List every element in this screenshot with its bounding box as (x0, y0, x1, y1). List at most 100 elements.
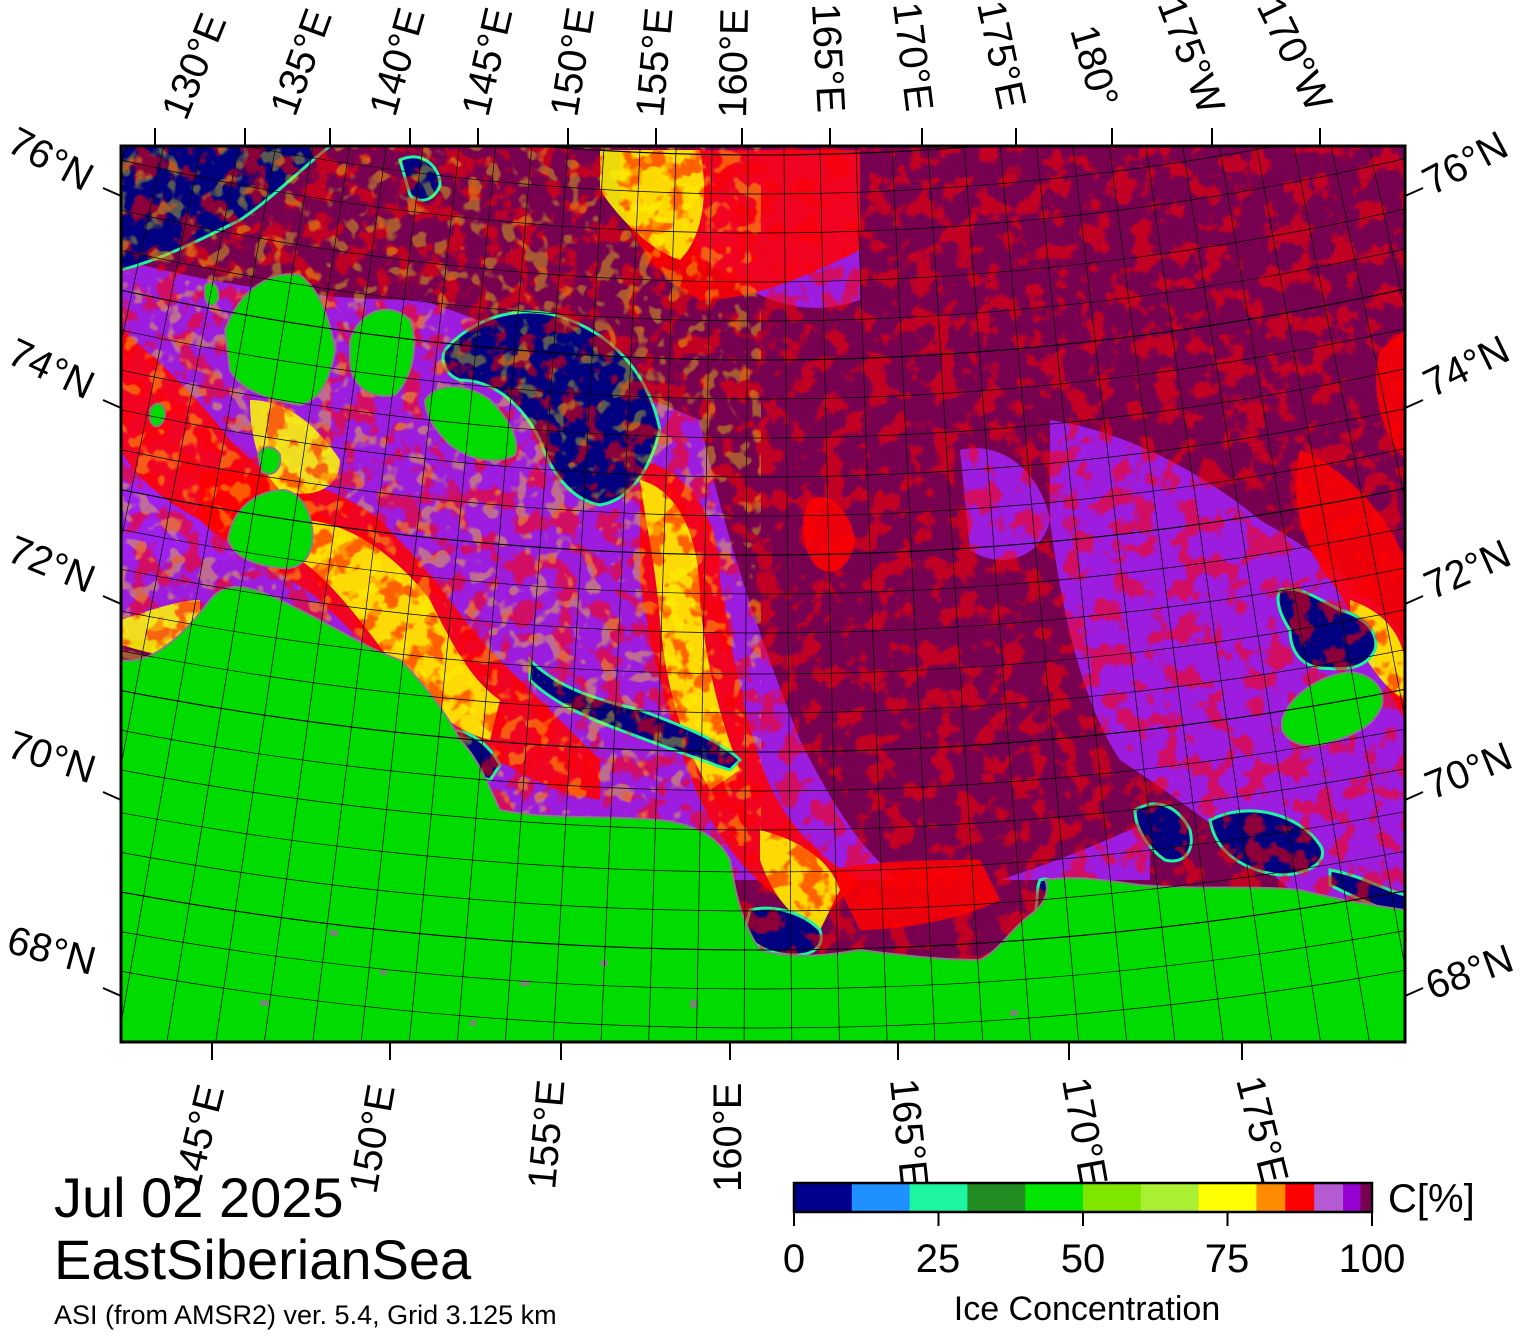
meridian-line (819, 146, 840, 1042)
lon-label-150e-bottom: 150°E (342, 1081, 404, 1196)
colorbar-swatch (1256, 1183, 1286, 1212)
meridian-line (696, 146, 713, 1042)
colorbar-swatch (967, 1183, 1026, 1212)
lon-label-180-top: 180° (1061, 20, 1126, 112)
meridian-line (1520, 0, 1527, 1034)
land-island-novaya-sibir (423, 385, 518, 462)
meridian-line (504, 146, 569, 1042)
colorbar-unit: C[%] (1388, 1177, 1475, 1221)
colorbar-swatch (1025, 1183, 1084, 1212)
land-ice-speckles (260, 930, 1018, 1026)
meridian-line (360, 146, 460, 1042)
colorbar-swatch (1285, 1183, 1315, 1212)
meridian-line (166, 146, 314, 1042)
lon-label-145e-top: 145°E (454, 4, 521, 121)
meridian-line (1182, 146, 1321, 1042)
land-island-small-1 (256, 446, 282, 475)
meridian-line (927, 146, 984, 1042)
frame-tick (1404, 187, 1424, 197)
colorbar-title: Ice Concentration (954, 1290, 1221, 1328)
lat-label-76-left: 76°N (1, 119, 101, 200)
colorbar-swatch (1343, 1183, 1361, 1212)
meridian-line (743, 146, 749, 1042)
meridian-line (121, 146, 240, 768)
meridian-line (1108, 146, 1224, 1042)
meridian-line (1293, 146, 1405, 721)
land-mainland (121, 585, 1405, 1042)
meridian-line (1219, 146, 1370, 1042)
lat-label-70-left: 70°N (2, 723, 101, 792)
lon-label-135e-top: 135°E (262, 3, 341, 121)
lon-label-160e-bottom: 160°E (706, 1083, 750, 1192)
frame-tick (1404, 399, 1424, 409)
longitude-labels-top: 130°E 135°E 140°E 145°E 150°E 155°E 160°… (154, 0, 1341, 125)
colorbar-tick-0: 0 (783, 1237, 805, 1281)
frame-tick (102, 399, 122, 409)
lat-label-72-left: 72°N (2, 528, 101, 602)
meridian-line (891, 146, 936, 1042)
lon-label-140e-top: 140°E (361, 3, 433, 120)
lon-label-160e-top: 160°E (711, 8, 757, 118)
lon-label-155e-top: 155°E (628, 6, 681, 119)
colorbar-swatch (1140, 1183, 1200, 1212)
lon-label-170w-top: 170°W (1248, 0, 1340, 118)
meridian-line (1036, 146, 1128, 1042)
colorbar-tick-50: 50 (1061, 1237, 1106, 1281)
land-wrangel-island (1281, 670, 1384, 747)
latitude-labels-left: 76°N 74°N 72°N 70°N 68°N (1, 119, 101, 984)
meridian-line (783, 146, 793, 1042)
lat-label-74-left: 74°N (1, 330, 101, 408)
colorbar-swatch (851, 1183, 911, 1212)
date-label: Jul 02 2025 (54, 1166, 344, 1229)
frame-tick (102, 187, 122, 197)
colorbar-swatches (794, 1183, 1373, 1212)
meridian-line (215, 146, 350, 1042)
frame-tick (1404, 791, 1424, 801)
frame-tick (1404, 987, 1424, 997)
meridian-line (121, 146, 277, 1026)
frame-tick (102, 595, 122, 605)
land-island-small-2 (149, 402, 167, 428)
lon-label-130e-top: 130°E (154, 7, 236, 125)
meridian-line (1256, 146, 1405, 969)
meridian-line (600, 146, 641, 1042)
meridian-line (1145, 146, 1273, 1042)
lon-label-150e-top: 150°E (542, 4, 603, 119)
product-label: ASI (from AMSR2) ver. 5.4, Grid 3.125 km (54, 1300, 557, 1330)
meridian-line (1072, 146, 1176, 1042)
lon-label-165e-top: 165°E (803, 2, 853, 114)
frame-tick (102, 791, 122, 801)
map-area (121, 0, 1527, 1042)
lat-label-74-right: 74°N (1417, 327, 1517, 406)
colorbar-tick-75: 75 (1205, 1237, 1250, 1281)
colorbar-swatch (1360, 1183, 1373, 1212)
meridian-line (263, 146, 387, 1042)
meridian-line (855, 146, 888, 1042)
frame-tick (1404, 595, 1424, 605)
land-masses (121, 273, 1405, 1042)
lon-label-175w-top: 175°W (1149, 0, 1233, 120)
colorbar-swatch (794, 1183, 853, 1212)
lat-label-68-left: 68°N (3, 918, 101, 984)
lat-label-68-right: 68°N (1420, 937, 1519, 1009)
meridian-line (408, 146, 496, 1042)
region-label: EastSiberianSea (54, 1228, 472, 1291)
lon-label-175e-bottom: 175°E (1227, 1072, 1296, 1189)
frame-tick (102, 987, 122, 997)
colorbar-swatch (909, 1183, 968, 1212)
lat-label-76-right: 76°N (1416, 123, 1516, 204)
meridian-line (999, 146, 1079, 1042)
lon-label-170e-bottom: 170°E (1053, 1074, 1115, 1189)
colorbar-ticks (793, 1212, 1373, 1226)
colorbar-swatch (1198, 1183, 1257, 1212)
lon-label-175e-top: 175°E (968, 0, 1034, 113)
lon-label-170e-top: 170°E (884, 0, 941, 114)
lon-label-165e-bottom: 165°E (881, 1076, 936, 1189)
colorbar: C[%] 0 25 50 75 100 Ice Concentration (783, 1177, 1475, 1328)
meridian-line (312, 146, 424, 1042)
latitude-labels-right: 76°N 74°N 72°N 70°N 68°N (1416, 123, 1519, 1008)
colorbar-tick-25: 25 (916, 1237, 961, 1281)
meridian-line (648, 146, 677, 1042)
meridian-line (963, 146, 1031, 1042)
